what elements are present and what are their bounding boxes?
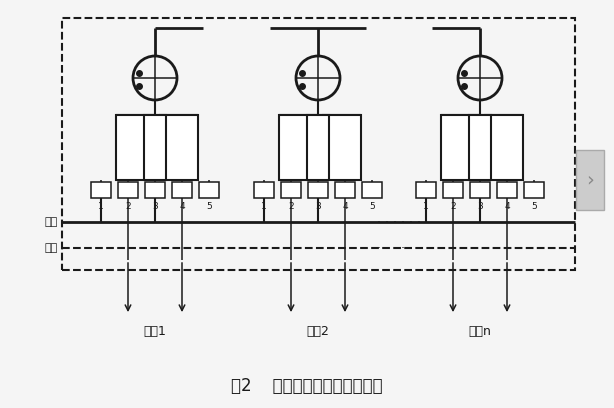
Bar: [62, 18, 575, 270]
Text: 用户2: 用户2: [306, 325, 330, 338]
Text: ›: ›: [586, 171, 594, 189]
Text: 3: 3: [152, 202, 158, 211]
Bar: [524, 182, 544, 198]
Text: 3: 3: [477, 202, 483, 211]
Text: 2: 2: [288, 202, 294, 211]
Bar: [307, 115, 329, 180]
Text: 4: 4: [342, 202, 348, 211]
Bar: [362, 182, 382, 198]
Bar: [254, 182, 274, 198]
Text: 1: 1: [98, 202, 104, 211]
Text: 4: 4: [179, 202, 185, 211]
Bar: [335, 182, 355, 198]
Bar: [497, 182, 517, 198]
Bar: [279, 115, 317, 180]
Bar: [308, 182, 328, 198]
Text: 用户n: 用户n: [468, 325, 491, 338]
Text: 用户1: 用户1: [144, 325, 166, 338]
Text: 零线: 零线: [45, 243, 58, 253]
Bar: [576, 150, 604, 210]
Bar: [91, 182, 111, 198]
Text: 相线: 相线: [45, 217, 58, 227]
Text: 图2    正确的单相电度表接线图: 图2 正确的单相电度表接线图: [231, 377, 383, 395]
Bar: [441, 115, 479, 180]
Text: 3: 3: [315, 202, 321, 211]
Text: 2: 2: [125, 202, 131, 211]
Bar: [118, 182, 138, 198]
Text: 5: 5: [206, 202, 212, 211]
Text: 2: 2: [450, 202, 456, 211]
Bar: [144, 115, 166, 180]
Bar: [485, 115, 523, 180]
Bar: [323, 115, 361, 180]
Text: · · · · · ·: · · · · · ·: [377, 242, 421, 255]
Bar: [416, 182, 436, 198]
Text: 5: 5: [369, 202, 375, 211]
Text: 4: 4: [504, 202, 510, 211]
Bar: [160, 115, 198, 180]
Text: 1: 1: [261, 202, 267, 211]
Bar: [172, 182, 192, 198]
Bar: [116, 115, 154, 180]
Bar: [281, 182, 301, 198]
Text: 1: 1: [423, 202, 429, 211]
Bar: [199, 182, 219, 198]
Bar: [469, 115, 491, 180]
Text: · · · · · ·: · · · · · ·: [377, 215, 421, 228]
Bar: [443, 182, 463, 198]
Bar: [470, 182, 490, 198]
Bar: [145, 182, 165, 198]
Text: 5: 5: [531, 202, 537, 211]
